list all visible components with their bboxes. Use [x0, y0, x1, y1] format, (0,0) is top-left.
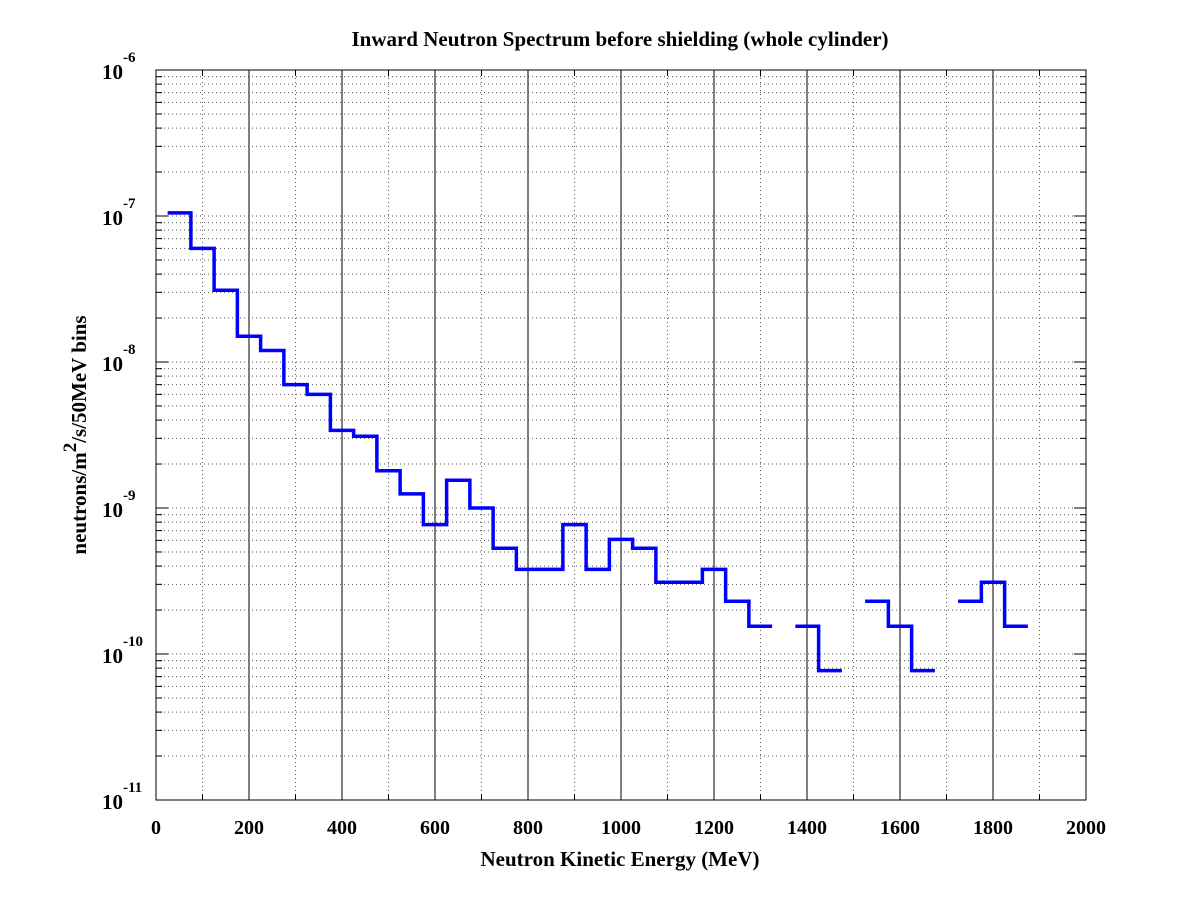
y-tick-label: 10-9 [102, 488, 136, 522]
x-tick-label: 200 [234, 817, 264, 839]
plot-frame [155, 69, 1087, 801]
x-axis-label: Neutron Kinetic Energy (MeV) [481, 847, 760, 871]
x-tick-label: 1800 [973, 817, 1013, 839]
series-step-line [865, 599, 935, 673]
y-axis-label-main: neutrons/m [67, 452, 91, 555]
chart-title: Inward Neutron Spectrum before shielding… [351, 27, 888, 51]
y-tick-exponent: -8 [123, 342, 136, 358]
x-tick-label: 1600 [880, 817, 920, 839]
x-tick-label: 0 [151, 817, 161, 839]
x-tick-label: 800 [513, 817, 543, 839]
x-tick-label: 600 [420, 817, 450, 839]
series-step-line [167, 211, 773, 628]
y-tick-base: 10 [102, 352, 123, 376]
y-tick-base: 10 [102, 60, 123, 84]
y-tick-base: 10 [102, 206, 123, 230]
y-tick-label: 10-10 [102, 634, 143, 668]
y-tick-exponent: -6 [123, 50, 136, 66]
series-layer [167, 211, 1028, 673]
y-tick-exponent: -11 [123, 780, 142, 796]
y-axis-label-rest: /s/50MeV bins [67, 315, 91, 443]
y-tick-label: 10-6 [102, 50, 136, 84]
y-axis-label-superscript: 2 [60, 443, 81, 453]
series-step-line [795, 624, 842, 673]
grid [156, 70, 1086, 800]
y-tick-exponent: -10 [123, 634, 143, 650]
y-tick-exponent: -7 [123, 196, 136, 212]
x-tick-labels: 0 200 400 600 800 1000 1200 1400 1600 1800 2000 [151, 817, 1106, 839]
x-tick-label: 1400 [787, 817, 827, 839]
x-tick-label: 400 [327, 817, 357, 839]
y-axis-label: neutrons/m2/s/50MeV bins [60, 315, 91, 554]
y-tick-base: 10 [102, 644, 123, 668]
y-tick-exponent: -9 [123, 488, 136, 504]
x-tick-label: 1000 [601, 817, 641, 839]
y-tick-label: 10-7 [102, 196, 136, 230]
x-tick-label: 2000 [1066, 817, 1106, 839]
x-tick-label: 1200 [694, 817, 734, 839]
y-tick-label: 10-11 [102, 780, 142, 814]
y-tick-base: 10 [102, 498, 123, 522]
series-step-line [958, 580, 1028, 628]
y-tick-base: 10 [102, 790, 123, 814]
y-tick-label: 10-8 [102, 342, 136, 376]
